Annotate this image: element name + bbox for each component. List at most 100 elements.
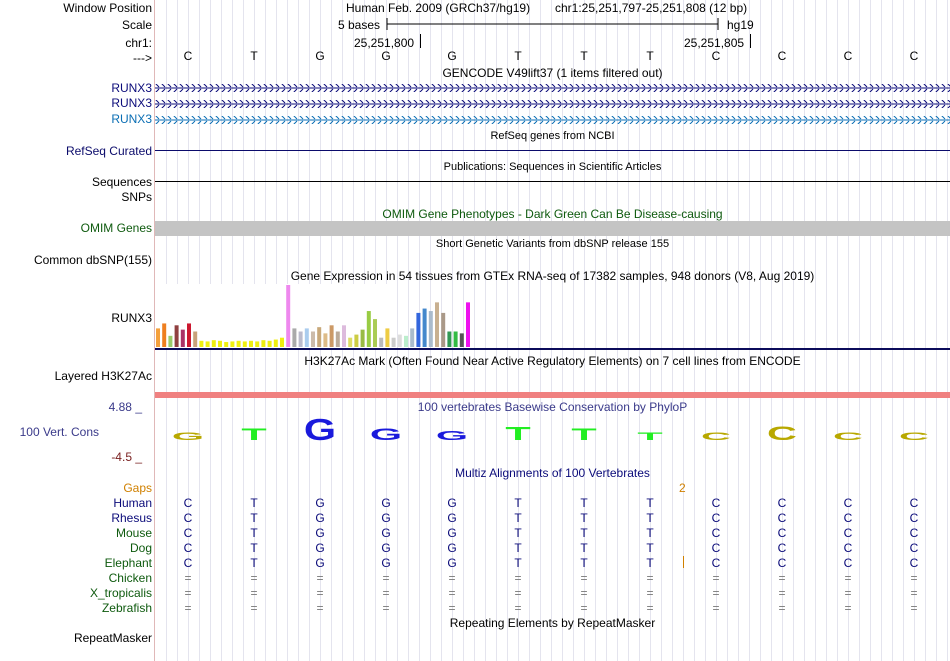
elephant-gap-marker [683, 556, 684, 568]
gtex-tissue-bar[interactable] [435, 302, 439, 347]
species-label-dog[interactable]: Dog [129, 541, 152, 555]
gtex-title[interactable]: Gene Expression in 54 tissues from GTEx … [290, 269, 815, 283]
gtex-tissue-bar[interactable] [298, 331, 303, 348]
alignment-base: = [910, 571, 918, 585]
repeatmasker-title[interactable]: Repeating Elements by RepeatMasker [449, 616, 656, 630]
gtex-tissue-bar[interactable] [373, 319, 377, 347]
gtex-tissue-bar[interactable] [466, 302, 470, 347]
species-label-chicken[interactable]: Chicken [108, 571, 152, 585]
gtex-tissue-bar[interactable] [267, 340, 272, 347]
refseq-line[interactable] [155, 150, 950, 151]
snps-label[interactable]: SNPs [121, 190, 152, 204]
gencode-title[interactable]: GENCODE V49lift37 (1 items filtered out) [442, 66, 663, 80]
gtex-tissue-bar[interactable] [391, 337, 396, 347]
alignment-base: = [778, 601, 786, 615]
omim-title[interactable]: OMIM Gene Phenotypes - Dark Green Can Be… [382, 207, 723, 221]
gtex-tissue-bar[interactable] [236, 340, 241, 347]
alignment-base: G [447, 511, 457, 525]
gtex-tissue-bar[interactable] [224, 342, 229, 347]
gtex-tissue-bar[interactable] [286, 285, 291, 347]
gtex-tissue-bar[interactable] [187, 323, 191, 347]
dbsnp-title[interactable]: Short Genetic Variants from dbSNP releas… [435, 238, 670, 250]
gencode-item-1-label[interactable]: RUNX3 [111, 81, 152, 95]
gtex-tissue-bar[interactable] [360, 329, 365, 347]
refseq-title[interactable]: RefSeq genes from NCBI [490, 130, 615, 142]
gtex-tissue-bar[interactable] [311, 331, 315, 348]
publications-label[interactable]: Sequences [91, 175, 152, 189]
gtex-tissue-bar[interactable] [404, 335, 408, 347]
gtex-tissue-bar[interactable] [199, 340, 204, 347]
reference-base: C [183, 49, 193, 63]
gtex-tissue-bar[interactable] [441, 312, 446, 347]
refseq-label[interactable]: RefSeq Curated [65, 144, 152, 158]
species-label-elephant[interactable]: Elephant [104, 556, 152, 570]
gtex-tissue-bar[interactable] [174, 325, 179, 347]
gtex-tissue-bar[interactable] [242, 341, 247, 347]
multiz-title[interactable]: Multiz Alignments of 100 Vertebrates [455, 466, 650, 480]
gtex-tissue-bar[interactable] [211, 340, 216, 347]
gencode-item-3-label[interactable]: RUNX3 [111, 112, 152, 126]
gtex-tissue-bar[interactable] [156, 328, 160, 347]
cons-letter: G [370, 426, 402, 444]
alignment-base: T [514, 556, 522, 570]
alignment-base: = [646, 601, 654, 615]
cons-title[interactable]: 100 vertebrates Basewise Conservation by… [417, 400, 688, 414]
gtex-tissue-bar[interactable] [410, 328, 415, 347]
species-label-mouse[interactable]: Mouse [115, 526, 152, 540]
gtex-tissue-bar[interactable] [422, 308, 427, 347]
gtex-tissue-bar[interactable] [255, 341, 260, 347]
gencode-transcripts[interactable] [155, 80, 950, 128]
alignment-base: G [381, 496, 391, 510]
gtex-label[interactable]: RUNX3 [111, 311, 152, 325]
gtex-tissue-bar[interactable] [292, 328, 297, 347]
gtex-tissue-bar[interactable] [397, 334, 402, 347]
gtex-tissue-bar[interactable] [180, 329, 185, 347]
gtex-tissue-bar[interactable] [459, 333, 464, 347]
species-label-x_tropicalis[interactable]: X_tropicalis [89, 586, 152, 600]
grid-line [397, 0, 398, 661]
gencode-item-2-label[interactable]: RUNX3 [111, 96, 152, 110]
gtex-tissue-bar[interactable] [280, 337, 284, 347]
gtex-tissue-bar[interactable] [385, 328, 390, 347]
gtex-tissue-bar[interactable] [354, 334, 359, 347]
publications-title[interactable]: Publications: Sequences in Scientific Ar… [443, 161, 662, 173]
gtex-tissue-bar[interactable] [379, 337, 384, 347]
alignment-base: = [646, 571, 654, 585]
gtex-tissue-bar[interactable] [168, 335, 173, 347]
gtex-tissue-bar[interactable] [218, 340, 222, 347]
species-label-zebrafish[interactable]: Zebrafish [101, 601, 152, 615]
gtex-tissue-bar[interactable] [193, 331, 198, 348]
gtex-tissue-bar[interactable] [447, 331, 452, 348]
h3k27ac-label[interactable]: Layered H3K27Ac [54, 369, 152, 383]
gtex-tissue-bar[interactable] [230, 341, 235, 347]
gtex-tissue-bar[interactable] [162, 323, 167, 347]
omim-bar[interactable] [155, 221, 950, 236]
h3k27ac-title[interactable]: H3K27Ac Mark (Often Found Near Active Re… [304, 354, 801, 368]
h3k27ac-bar[interactable] [155, 392, 950, 398]
gtex-tissue-bar[interactable] [428, 311, 433, 347]
gtex-tissue-bar[interactable] [329, 325, 334, 347]
species-label-rhesus[interactable]: Rhesus [111, 511, 152, 525]
gtex-tissue-bar[interactable] [416, 312, 421, 347]
alignment-base: C [183, 496, 193, 510]
gtex-tissue-bar[interactable] [342, 325, 346, 347]
gtex-tissue-bar[interactable] [304, 328, 309, 347]
gtex-tissue-bar[interactable] [366, 311, 371, 347]
publications-line[interactable] [155, 181, 950, 182]
omim-label[interactable]: OMIM Genes [80, 221, 152, 235]
gtex-tissue-bar[interactable] [249, 340, 253, 347]
gtex-tissue-bar[interactable] [261, 340, 266, 347]
gtex-expression-bars[interactable] [155, 284, 950, 352]
gtex-tissue-bar[interactable] [205, 341, 210, 347]
dbsnp-label[interactable]: Common dbSNP(155) [33, 253, 152, 267]
gtex-tissue-bar[interactable] [273, 339, 278, 347]
species-label-human[interactable]: Human [113, 496, 152, 510]
gtex-tissue-bar[interactable] [335, 331, 340, 348]
gtex-tissue-bar[interactable] [348, 337, 353, 347]
gtex-tissue-bar[interactable] [317, 327, 322, 347]
gtex-tissue-bar[interactable] [453, 331, 458, 348]
repeatmasker-label[interactable]: RepeatMasker [73, 631, 152, 645]
cons-label[interactable]: 100 Vert. Cons [19, 425, 99, 439]
gtex-tissue-bar[interactable] [323, 333, 328, 347]
